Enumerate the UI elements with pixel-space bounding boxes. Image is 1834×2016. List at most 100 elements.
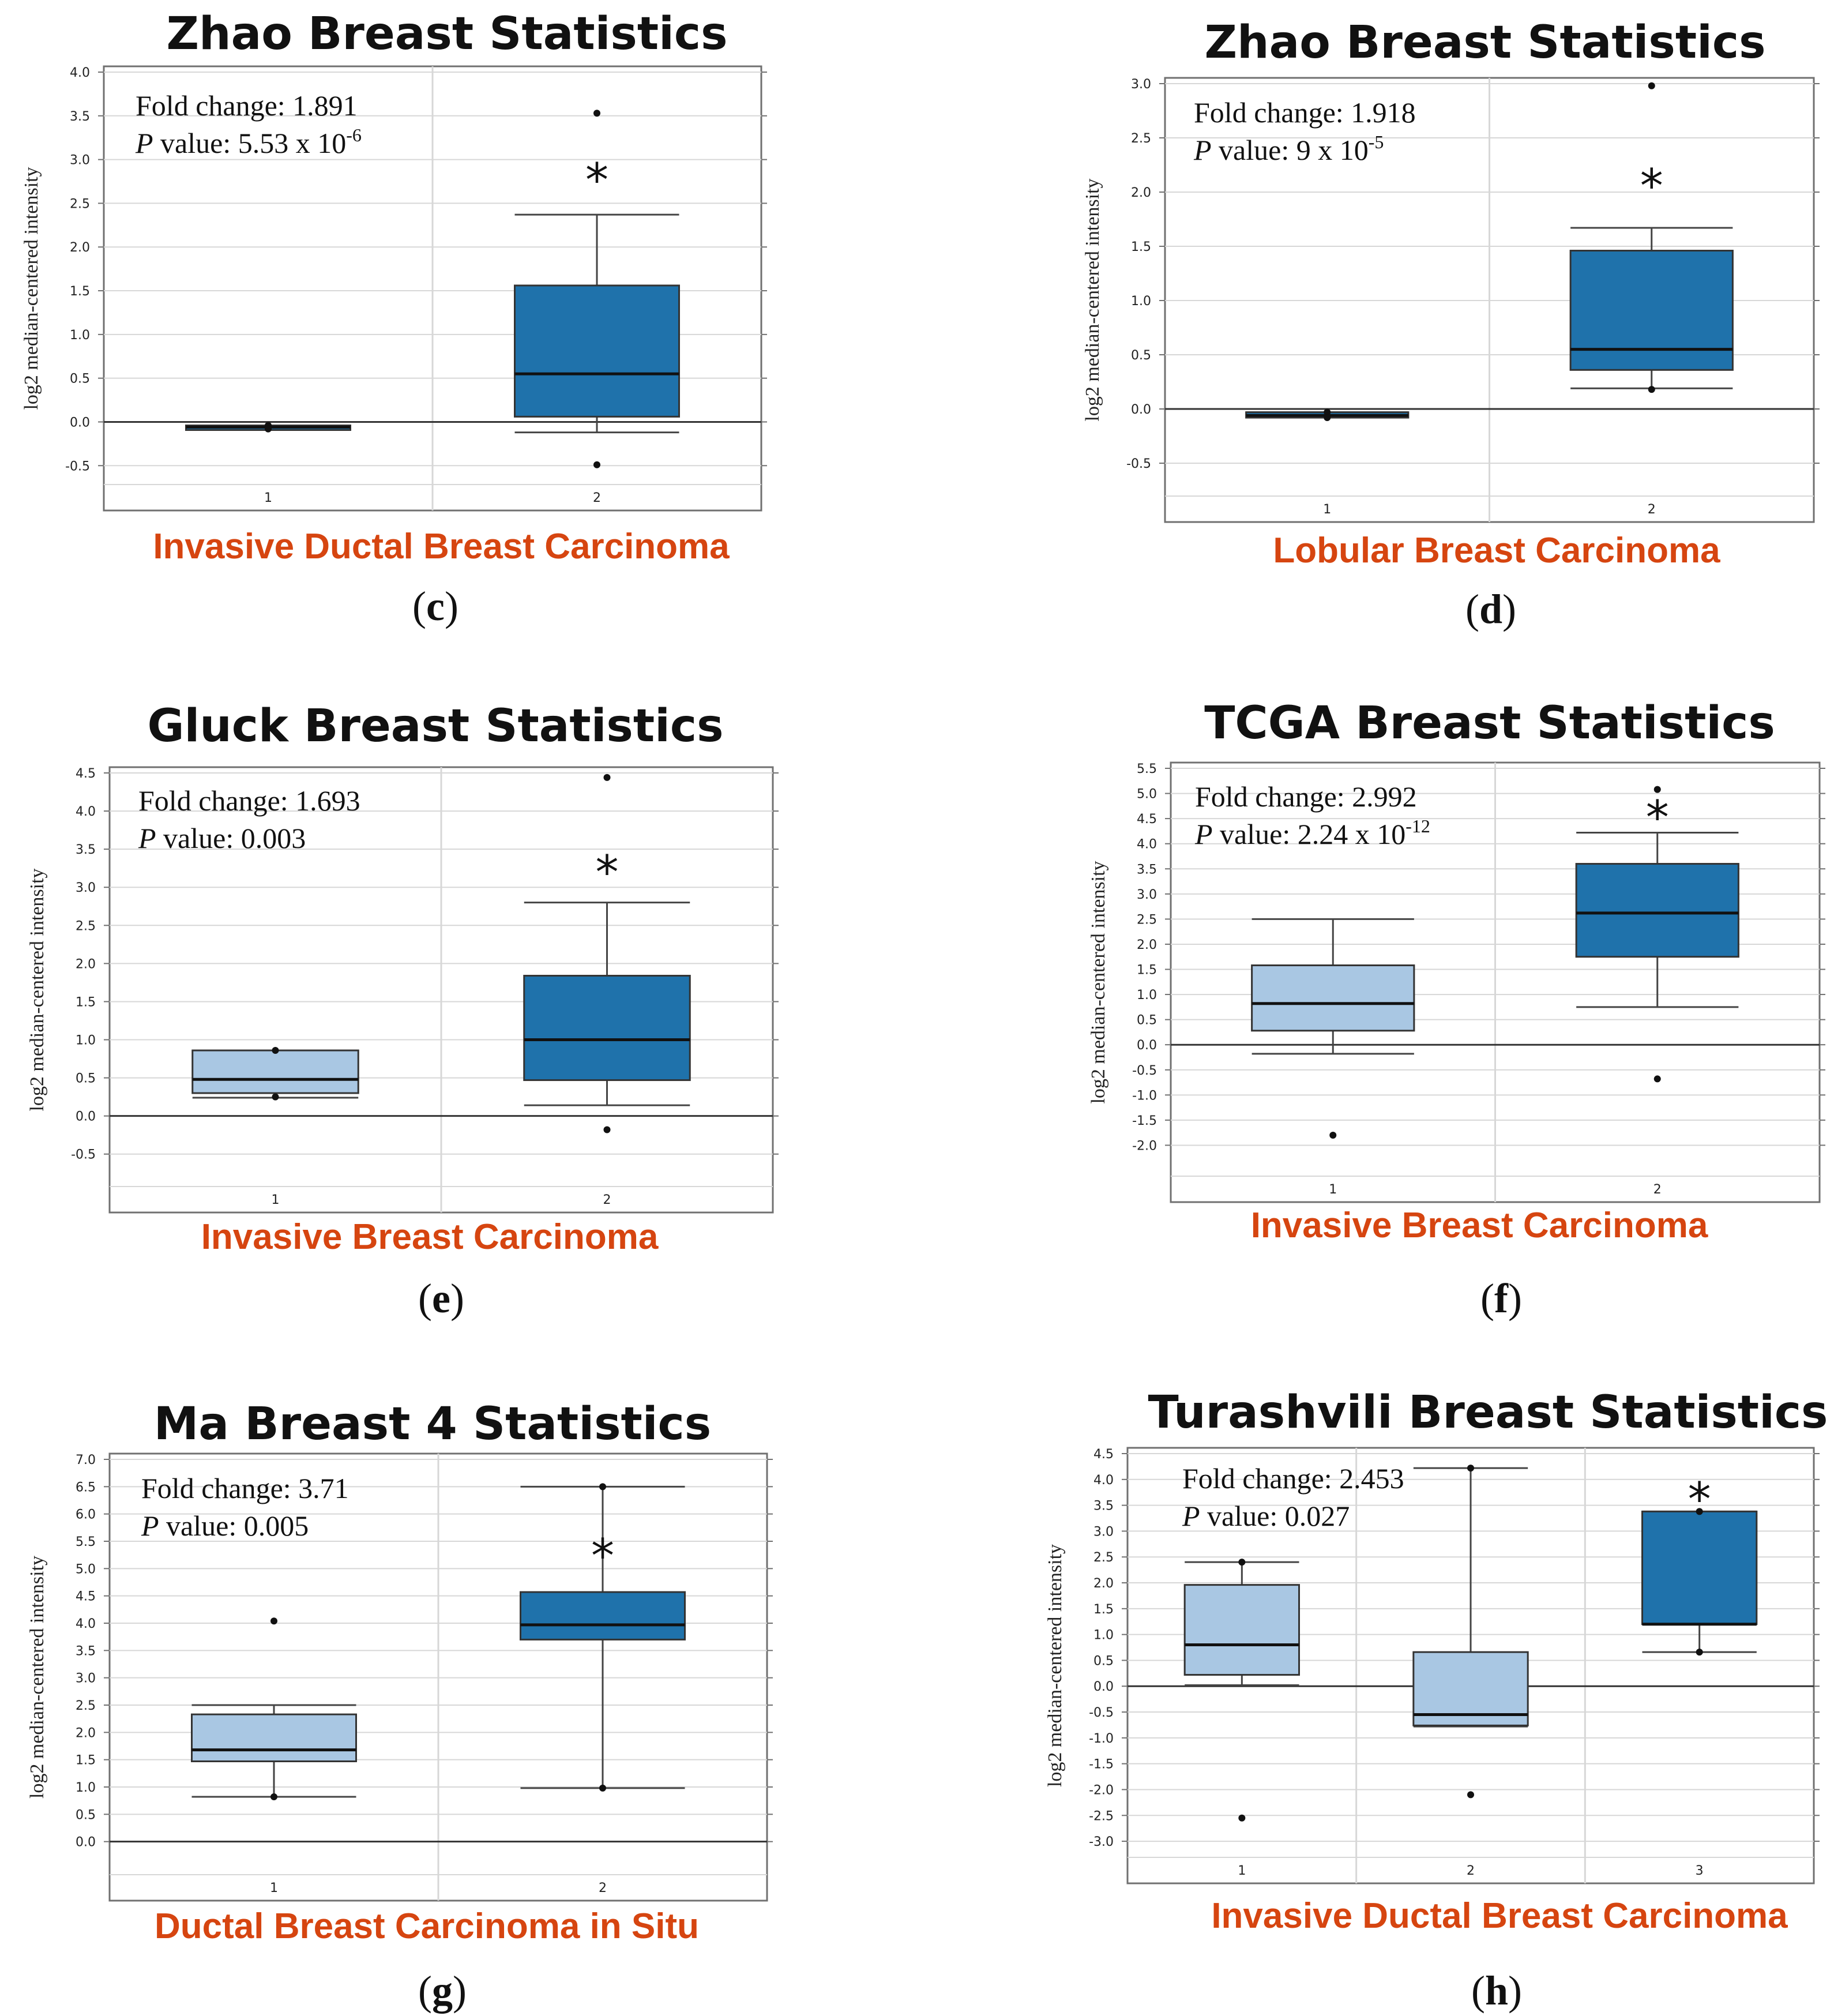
box-group-1 — [191, 1617, 357, 1801]
y-tick-label: 1.5 — [1131, 240, 1151, 254]
outlier-point — [599, 1483, 606, 1491]
x-tick-label: 2 — [1648, 502, 1656, 517]
y-tick-label: 4.5 — [76, 767, 96, 781]
y-axis-label: log2 median-centered intensity — [1088, 861, 1109, 1103]
y-axis-label: log2 median-centered intensity — [27, 868, 48, 1111]
y-tick-label: 2.0 — [1137, 938, 1157, 952]
y-tick-label: 1.5 — [70, 284, 90, 299]
y-tick-label: 1.0 — [1131, 294, 1151, 309]
outlier-point — [1238, 1559, 1246, 1566]
chart-title: Ma Breast 4 Statistics — [154, 1398, 711, 1450]
significance-star: * — [1688, 1473, 1711, 1526]
outlier-point — [1653, 1075, 1661, 1083]
y-tick-label: 3.0 — [1093, 1525, 1114, 1539]
outlier-point — [265, 425, 272, 433]
x-tick-label: 2 — [1467, 1864, 1475, 1878]
p-exponent: -6 — [346, 125, 362, 145]
x-tick-label: 2 — [1653, 1182, 1662, 1197]
y-tick-label: 0.5 — [1131, 348, 1151, 363]
p-value-text: P value: 0.005 — [141, 1510, 309, 1542]
y-tick-label: -0.5 — [1089, 1706, 1114, 1720]
iqr-box — [1575, 863, 1739, 958]
y-tick-label: -1.0 — [1089, 1732, 1114, 1746]
p-value-text: P value: 2.24 x 10-12 — [1194, 816, 1430, 850]
box-group-2 — [1569, 82, 1734, 393]
iqr-box — [514, 284, 680, 418]
y-tick-label: 6.0 — [76, 1508, 96, 1522]
x-tick-label: 1 — [1329, 1182, 1337, 1197]
y-axis-label: log2 median-centered intensity — [27, 1556, 48, 1799]
y-axis-label: log2 median-centered intensity — [1082, 178, 1103, 421]
significance-star: * — [596, 846, 619, 899]
y-tick-label: 2.5 — [76, 919, 96, 933]
p-value: value: 5.53 x 10 — [153, 127, 347, 159]
x-tick-label: 2 — [599, 1881, 607, 1895]
box-group-3 — [1641, 1508, 1758, 1656]
y-tick-label: 1.0 — [76, 1781, 96, 1795]
y-tick-label: 1.0 — [70, 328, 90, 343]
box-group-1 — [191, 1047, 359, 1101]
outlier-point — [1653, 786, 1661, 793]
iqr-box — [1183, 1584, 1301, 1676]
outlier-point — [593, 110, 600, 117]
y-tick-label: 3.0 — [1137, 888, 1157, 902]
paren-close: ) — [453, 1968, 467, 2014]
fold-change-text: Fold change: 1.693 — [138, 784, 360, 817]
p-italic: P — [138, 822, 156, 854]
panel-letter: f — [1494, 1275, 1509, 1322]
y-tick-label: 2.0 — [76, 957, 96, 971]
panel-label: (h) — [1471, 1968, 1522, 2014]
y-tick-label: 2.0 — [1131, 186, 1151, 200]
y-tick-label: 1.5 — [76, 995, 96, 1009]
outlier-point — [1648, 386, 1655, 393]
fold-change-text: Fold change: 1.918 — [1194, 96, 1416, 129]
y-tick-label: 4.0 — [1137, 838, 1157, 852]
panel-letter: h — [1485, 1968, 1508, 2014]
panel-subtitle: Invasive Breast Carcinoma — [201, 1217, 659, 1257]
y-tick-label: 6.5 — [76, 1480, 96, 1495]
y-tick-label: -1.0 — [1132, 1088, 1157, 1103]
y-tick-label: -2.0 — [1132, 1139, 1157, 1153]
y-tick-label: 2.5 — [76, 1699, 96, 1713]
panel-e: Gluck Breast Statistics -0.5 0.0 0.5 1.0 1.5 2… — [27, 700, 779, 1322]
y-tick-label: 2.0 — [1093, 1576, 1114, 1591]
outlier-point — [272, 1047, 279, 1054]
y-tick-label: 3.5 — [1093, 1499, 1114, 1514]
iqr-box — [191, 1713, 357, 1763]
panel-c: Zhao Breast Statistics -0.5 0.0 0.5 1.0 1.5 2.… — [21, 8, 767, 629]
y-tick-label: 3.0 — [1131, 77, 1151, 92]
panel-h: Turashvili Breast Statistics -3.0 -2.5 -2.0… — [1044, 1387, 1828, 2014]
y-tick-label: 3.5 — [76, 843, 96, 857]
panel-letter: e — [432, 1275, 450, 1322]
paren-open: ( — [418, 1275, 432, 1322]
y-tick-label: 4.5 — [1137, 812, 1157, 827]
iqr-box — [1251, 964, 1415, 1032]
y-tick-label: 1.5 — [1093, 1602, 1114, 1617]
box-group-1 — [1245, 408, 1410, 422]
panel-label: (f) — [1480, 1275, 1522, 1322]
y-tick-label: 0.5 — [76, 1808, 96, 1822]
panel-f: TCGA Breast Statistics -2.0 -1.5 -1.0 -0.5 0.… — [1088, 697, 1825, 1322]
y-tick-label: 3.5 — [76, 1644, 96, 1658]
paren-open: ( — [412, 583, 426, 629]
box-group-2 — [514, 110, 680, 468]
x-tick-label: 3 — [1696, 1864, 1704, 1878]
p-value-text: P value: 9 x 10-5 — [1193, 132, 1384, 166]
y-tick-label: -0.5 — [1126, 457, 1151, 471]
outlier-point — [1324, 414, 1331, 422]
outlier-point — [603, 1126, 611, 1133]
y-tick-label: -1.5 — [1132, 1114, 1157, 1128]
y-tick-label: 0.5 — [1137, 1013, 1157, 1028]
fold-change-text: Fold change: 2.453 — [1182, 1462, 1404, 1495]
paren-close: ) — [1508, 1275, 1522, 1322]
x-tick-label: 1 — [270, 1881, 278, 1895]
y-tick-label: 0.0 — [1093, 1680, 1114, 1694]
p-italic: P — [1182, 1500, 1200, 1532]
y-tick-label: 3.5 — [1137, 862, 1157, 877]
y-tick-label: 5.0 — [76, 1562, 96, 1576]
y-tick-label: 4.0 — [76, 805, 96, 819]
panel-subtitle: Lobular Breast Carcinoma — [1273, 531, 1720, 570]
p-value-text: P value: 0.003 — [138, 822, 306, 854]
y-tick-label: 2.5 — [1137, 913, 1157, 927]
